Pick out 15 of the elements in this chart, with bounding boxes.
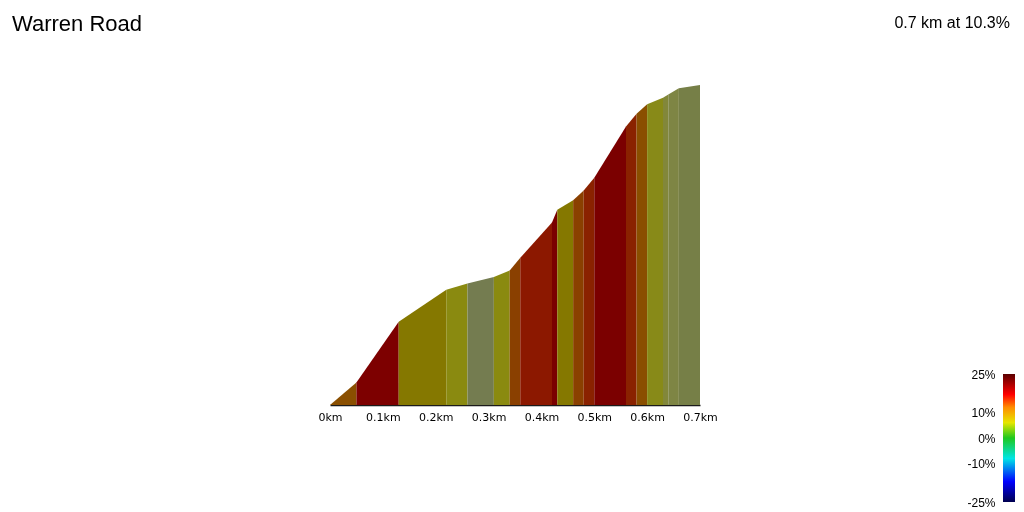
x-tick-label: 0.6km [630, 410, 665, 424]
color-bar-label: 10% [971, 405, 996, 420]
x-tick-label: 0km [318, 410, 343, 424]
x-tick-label: 0.2km [418, 410, 454, 424]
text: 0.7 km at 10.3% [894, 14, 1010, 31]
x-tick-label: 0.4km [524, 410, 560, 424]
text: Warren Road [12, 11, 143, 36]
color-bar-label: 25% [971, 367, 996, 382]
x-tick-label: 0.3km [471, 410, 507, 424]
color-bar-label: 0% [978, 431, 996, 446]
x-tick-label: 0.5km [577, 410, 613, 424]
color-bar-label: -10% [967, 457, 996, 472]
x-tick-label: 0.7km [683, 410, 718, 424]
x-tick-label: 0.1km [366, 410, 401, 424]
color-bar-label: -25% [967, 495, 996, 510]
